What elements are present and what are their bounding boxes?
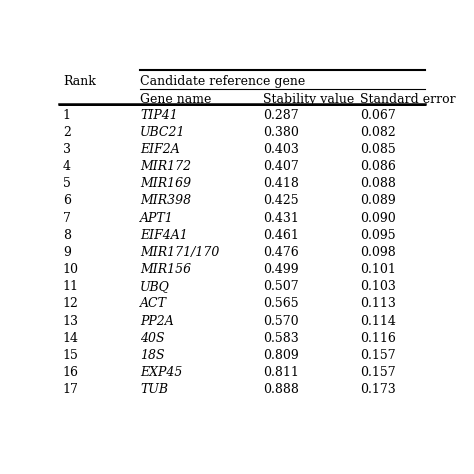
Text: EIF2A: EIF2A <box>140 143 180 156</box>
Text: 0.507: 0.507 <box>263 280 299 293</box>
Text: 4: 4 <box>63 160 71 173</box>
Text: MIR172: MIR172 <box>140 160 191 173</box>
Text: 0.418: 0.418 <box>263 177 299 191</box>
Text: MIR169: MIR169 <box>140 177 191 191</box>
Text: 0.476: 0.476 <box>263 246 299 259</box>
Text: 5: 5 <box>63 177 71 191</box>
Text: 0.157: 0.157 <box>360 349 396 362</box>
Text: 8: 8 <box>63 229 71 242</box>
Text: 0.103: 0.103 <box>360 280 396 293</box>
Text: 0.583: 0.583 <box>263 332 299 345</box>
Text: 0.101: 0.101 <box>360 263 396 276</box>
Text: 0.425: 0.425 <box>263 194 299 208</box>
Text: EIF4A1: EIF4A1 <box>140 229 188 242</box>
Text: 0.499: 0.499 <box>263 263 299 276</box>
Text: 0.114: 0.114 <box>360 315 396 328</box>
Text: 0.407: 0.407 <box>263 160 299 173</box>
Text: 14: 14 <box>63 332 79 345</box>
Text: 17: 17 <box>63 383 79 396</box>
Text: APT1: APT1 <box>140 211 174 225</box>
Text: 0.380: 0.380 <box>263 126 299 139</box>
Text: 0.157: 0.157 <box>360 366 396 379</box>
Text: 0.565: 0.565 <box>263 297 299 310</box>
Text: 0.461: 0.461 <box>263 229 299 242</box>
Text: 1: 1 <box>63 109 71 122</box>
Text: 18S: 18S <box>140 349 164 362</box>
Text: TIP41: TIP41 <box>140 109 178 122</box>
Text: 9: 9 <box>63 246 71 259</box>
Text: 0.403: 0.403 <box>263 143 299 156</box>
Text: 16: 16 <box>63 366 79 379</box>
Text: 0.085: 0.085 <box>360 143 396 156</box>
Text: 3: 3 <box>63 143 71 156</box>
Text: 0.098: 0.098 <box>360 246 396 259</box>
Text: 12: 12 <box>63 297 79 310</box>
Text: 0.067: 0.067 <box>360 109 396 122</box>
Text: 7: 7 <box>63 211 71 225</box>
Text: 0.287: 0.287 <box>263 109 299 122</box>
Text: ACT: ACT <box>140 297 167 310</box>
Text: PP2A: PP2A <box>140 315 174 328</box>
Text: 0.113: 0.113 <box>360 297 396 310</box>
Text: MIR171/170: MIR171/170 <box>140 246 219 259</box>
Text: 0.090: 0.090 <box>360 211 396 225</box>
Text: 0.431: 0.431 <box>263 211 299 225</box>
Text: Candidate reference gene: Candidate reference gene <box>140 75 305 88</box>
Text: MIR156: MIR156 <box>140 263 191 276</box>
Text: Stability value: Stability value <box>263 93 355 106</box>
Text: 0.116: 0.116 <box>360 332 396 345</box>
Text: TUB: TUB <box>140 383 168 396</box>
Text: 40S: 40S <box>140 332 164 345</box>
Text: 0.811: 0.811 <box>263 366 299 379</box>
Text: 0.809: 0.809 <box>263 349 299 362</box>
Text: 2: 2 <box>63 126 71 139</box>
Text: 0.089: 0.089 <box>360 194 396 208</box>
Text: 0.082: 0.082 <box>360 126 396 139</box>
Text: 10: 10 <box>63 263 79 276</box>
Text: 0.095: 0.095 <box>360 229 396 242</box>
Text: 0.570: 0.570 <box>263 315 299 328</box>
Text: EXP45: EXP45 <box>140 366 182 379</box>
Text: 6: 6 <box>63 194 71 208</box>
Text: 0.888: 0.888 <box>263 383 299 396</box>
Text: MIR398: MIR398 <box>140 194 191 208</box>
Text: 13: 13 <box>63 315 79 328</box>
Text: 0.088: 0.088 <box>360 177 396 191</box>
Text: UBC21: UBC21 <box>140 126 185 139</box>
Text: Rank: Rank <box>63 75 96 88</box>
Text: 0.086: 0.086 <box>360 160 396 173</box>
Text: Gene name: Gene name <box>140 93 211 106</box>
Text: 11: 11 <box>63 280 79 293</box>
Text: 0.173: 0.173 <box>360 383 396 396</box>
Text: UBQ: UBQ <box>140 280 170 293</box>
Text: 15: 15 <box>63 349 79 362</box>
Text: Standard error: Standard error <box>360 93 456 106</box>
